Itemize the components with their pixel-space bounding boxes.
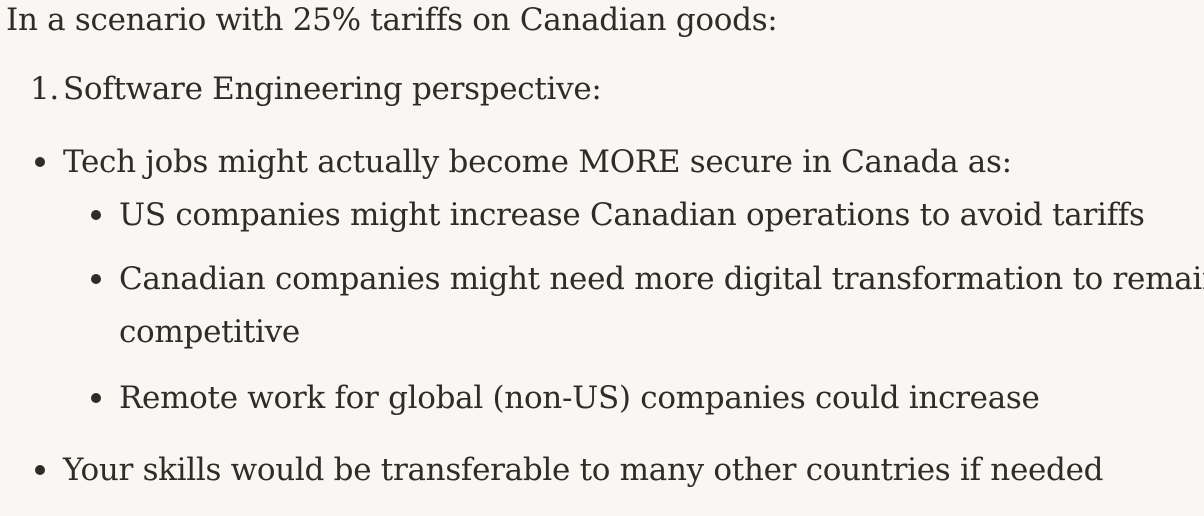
intro-text: In a scenario with 25% tariffs on Canadi… [6, 2, 778, 38]
list-item: Your skills would be transferable to man… [63, 452, 1104, 488]
bullet-icon [91, 393, 101, 403]
bullet-icon [35, 465, 45, 475]
numbered-item-text: Software Engineering perspective: [63, 71, 602, 107]
bullet-icon [91, 210, 101, 220]
bullet-icon [35, 157, 45, 167]
numbered-item-marker: 1. [30, 71, 59, 107]
bullet-icon [91, 274, 101, 284]
list-item: Tech jobs might actually become MORE sec… [63, 144, 1012, 180]
sub-list-item: Canadian companies might need more digit… [119, 261, 1204, 297]
sub-list-item: Remote work for global (non-US) companie… [119, 380, 1040, 416]
sub-list-item-continuation: competitive [119, 314, 300, 350]
sub-list-item: US companies might increase Canadian ope… [119, 197, 1145, 233]
